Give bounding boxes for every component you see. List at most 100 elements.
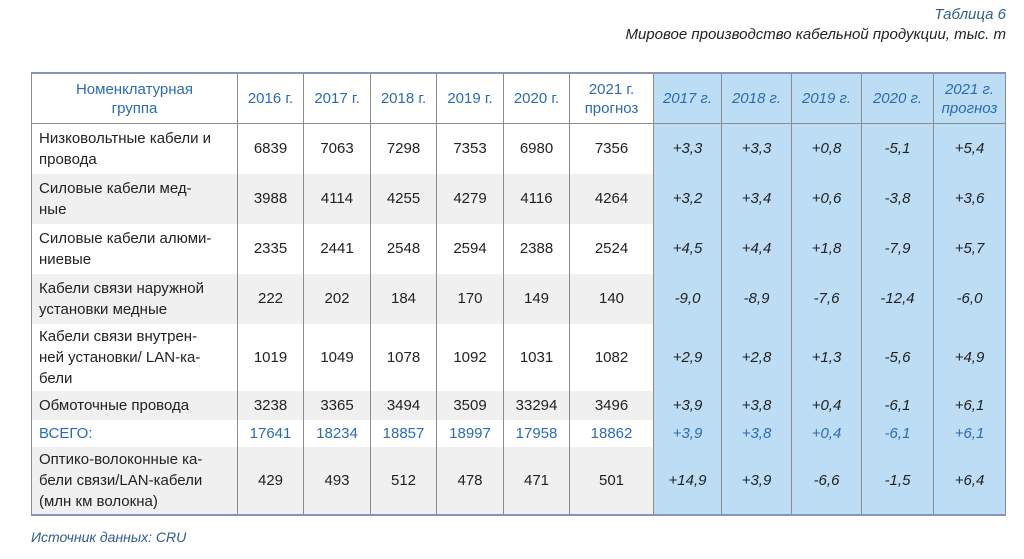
production-table: Номенклатурная группа 2016 г. 2017 г. 201… [31, 72, 1006, 516]
change-cell: +6,1 [933, 390, 1006, 420]
change-cell: +3,3 [653, 123, 722, 174]
value-cell: 3496 [569, 390, 654, 420]
row-name: Низковольтные кабели и провода [31, 123, 238, 174]
value-cell: 2388 [503, 223, 570, 274]
value-cell: 3365 [303, 390, 371, 420]
table-row: Оптико-волоконные ка-бели связи/LAN-кабе… [31, 446, 1006, 516]
table-row: Кабели связи наружной установки медные 222… [31, 273, 1006, 324]
value-cell: 7298 [370, 123, 437, 174]
change-cell: -6,1 [861, 419, 934, 447]
source-note: Источник данных: CRU [31, 529, 187, 545]
value-cell: 4116 [503, 173, 570, 224]
change-cell: +0,6 [791, 173, 862, 224]
change-cell: +4,9 [933, 323, 1006, 391]
value-cell: 429 [237, 446, 304, 516]
header-forecast: 2021 г. прогноз [569, 72, 654, 124]
row-name: Силовые кабели мед-ные [31, 173, 238, 224]
row-name: Кабели связи наружной установки медные [31, 273, 238, 324]
change-cell: +1,8 [791, 223, 862, 274]
change-cell: -9,0 [653, 273, 722, 324]
change-cell: +3,6 [933, 173, 1006, 224]
value-cell: 2441 [303, 223, 371, 274]
value-cell: 4279 [436, 173, 504, 224]
value-cell: 1092 [436, 323, 504, 391]
value-cell: 17641 [237, 419, 304, 447]
value-cell: 1082 [569, 323, 654, 391]
header-row: Номенклатурная группа 2016 г. 2017 г. 201… [31, 72, 1006, 124]
value-cell: 7353 [436, 123, 504, 174]
value-cell: 4264 [569, 173, 654, 224]
value-cell: 3494 [370, 390, 437, 420]
header-change-forecast: 2021 г. прогноз [933, 72, 1006, 124]
value-cell: 18857 [370, 419, 437, 447]
value-cell: 18234 [303, 419, 371, 447]
value-cell: 184 [370, 273, 437, 324]
change-cell: -3,8 [861, 173, 934, 224]
change-cell: -6,1 [861, 390, 934, 420]
change-cell: +3,9 [721, 446, 792, 516]
value-cell: 1078 [370, 323, 437, 391]
change-cell: +0,4 [791, 419, 862, 447]
value-cell: 7356 [569, 123, 654, 174]
table-number: Таблица 6 [934, 6, 1006, 23]
value-cell: 2335 [237, 223, 304, 274]
change-cell: +3,9 [653, 419, 722, 447]
value-cell: 149 [503, 273, 570, 324]
header-year: 2018 г. [370, 72, 437, 124]
value-cell: 202 [303, 273, 371, 324]
header-change-year: 2019 г. [791, 72, 862, 124]
value-cell: 4255 [370, 173, 437, 224]
value-cell: 4114 [303, 173, 371, 224]
change-cell: +2,9 [653, 323, 722, 391]
header-year: 2017 г. [303, 72, 371, 124]
change-cell: +1,3 [791, 323, 862, 391]
change-cell: -12,4 [861, 273, 934, 324]
row-name: Обмоточные провода [31, 390, 238, 420]
header-change-year: 2017 г. [653, 72, 722, 124]
value-cell: 1049 [303, 323, 371, 391]
header-year: 2020 г. [503, 72, 570, 124]
row-name: ВСЕГО: [31, 419, 238, 447]
value-cell: 3988 [237, 173, 304, 224]
change-cell: +3,8 [721, 390, 792, 420]
header-year: 2016 г. [237, 72, 304, 124]
table-row: Обмоточные провода 3238 3365 3494 3509 33294 3… [31, 390, 1006, 420]
change-cell: +5,4 [933, 123, 1006, 174]
row-name: Силовые кабели алюми-ниевые [31, 223, 238, 274]
change-cell: -6,6 [791, 446, 862, 516]
value-cell: 6839 [237, 123, 304, 174]
change-cell: +3,4 [721, 173, 792, 224]
value-cell: 33294 [503, 390, 570, 420]
value-cell: 6980 [503, 123, 570, 174]
value-cell: 1031 [503, 323, 570, 391]
change-cell: -7,9 [861, 223, 934, 274]
change-cell: -5,1 [861, 123, 934, 174]
value-cell: 2524 [569, 223, 654, 274]
value-cell: 478 [436, 446, 504, 516]
header-year: 2019 г. [436, 72, 504, 124]
change-cell: -6,0 [933, 273, 1006, 324]
change-cell: +0,4 [791, 390, 862, 420]
value-cell: 2548 [370, 223, 437, 274]
value-cell: 140 [569, 273, 654, 324]
value-cell: 17958 [503, 419, 570, 447]
change-cell: +14,9 [653, 446, 722, 516]
change-cell: +3,9 [653, 390, 722, 420]
value-cell: 7063 [303, 123, 371, 174]
table-title: Мировое производство кабельной продукции… [625, 26, 1006, 43]
value-cell: 493 [303, 446, 371, 516]
change-cell: -8,9 [721, 273, 792, 324]
value-cell: 3238 [237, 390, 304, 420]
change-cell: +4,4 [721, 223, 792, 274]
change-cell: +3,2 [653, 173, 722, 224]
change-cell: -7,6 [791, 273, 862, 324]
change-cell: +4,5 [653, 223, 722, 274]
table-row: Кабели связи внутрен-ней установки/ LAN-… [31, 323, 1006, 391]
change-cell: +3,3 [721, 123, 792, 174]
total-row: ВСЕГО: 17641 18234 18857 18997 17958 18862 +3,9… [31, 419, 1006, 447]
value-cell: 471 [503, 446, 570, 516]
value-cell: 18862 [569, 419, 654, 447]
change-cell: +5,7 [933, 223, 1006, 274]
table-row: Низковольтные кабели и провода 6839 7063 729… [31, 123, 1006, 174]
value-cell: 501 [569, 446, 654, 516]
